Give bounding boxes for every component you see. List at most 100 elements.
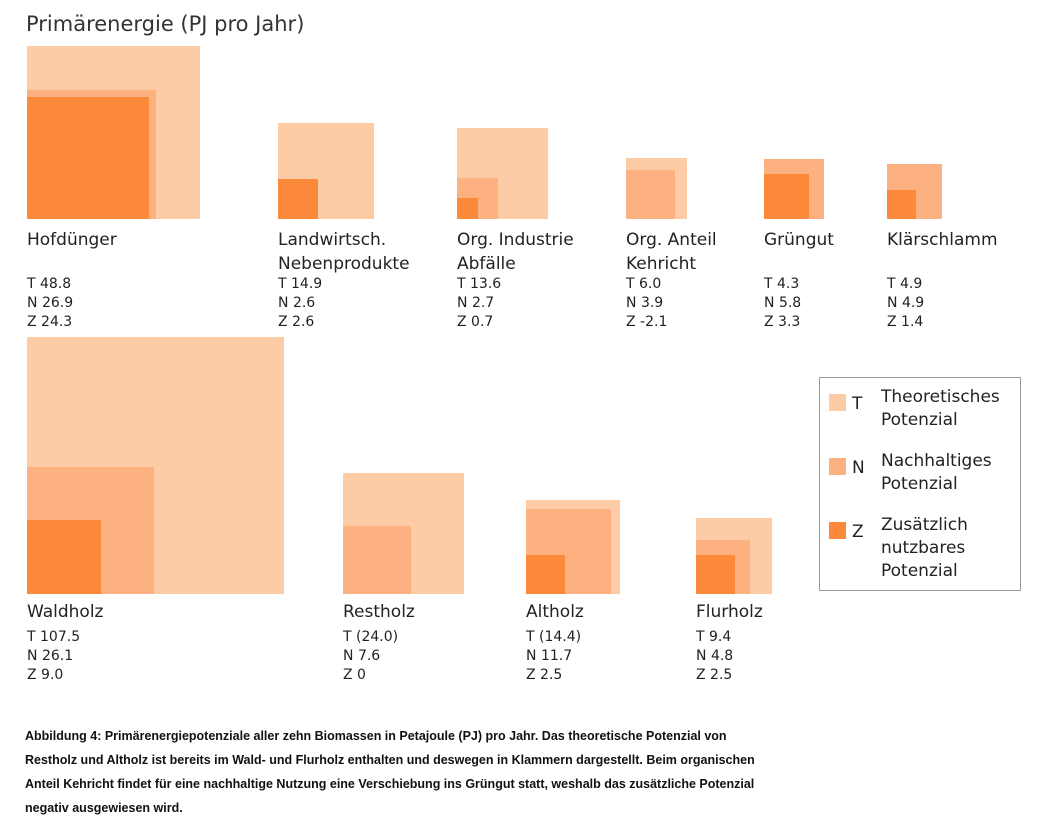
series-key: T xyxy=(343,629,352,645)
series-key: T xyxy=(27,276,36,292)
square xyxy=(278,179,318,219)
series-key: N xyxy=(343,648,354,664)
series-key: Z xyxy=(526,667,536,683)
series-key: N xyxy=(27,648,38,664)
series-key: Z xyxy=(764,314,774,330)
value-row: N 26.9 xyxy=(27,294,73,313)
category-label: Hofdünger xyxy=(27,230,117,250)
legend-key: Z xyxy=(852,522,864,542)
square xyxy=(626,170,675,219)
series-key: Z xyxy=(343,667,353,683)
value-row: T 107.5 xyxy=(27,628,80,647)
category-label: Landwirtsch. Nebenprodukte xyxy=(278,230,410,274)
value-label: (14.4) xyxy=(539,629,582,645)
value-row: T 14.9 xyxy=(278,275,322,294)
value-label: 2.6 xyxy=(292,314,315,330)
value-label: 4.8 xyxy=(710,648,734,664)
series-key: Z xyxy=(27,314,37,330)
series-key: T xyxy=(764,276,773,292)
value-label: 13.6 xyxy=(470,276,502,292)
value-label: 11.7 xyxy=(540,648,573,664)
series-key: T xyxy=(696,629,705,645)
value-row: N 4.9 xyxy=(887,294,924,313)
value-row: Z 2.6 xyxy=(278,313,314,332)
value-row: N 4.8 xyxy=(696,647,733,666)
legend-key: T xyxy=(852,394,863,414)
chart-title: Primärenergie (PJ pro Jahr) xyxy=(26,12,305,36)
square xyxy=(343,525,412,594)
category-label: Altholz xyxy=(526,602,584,622)
legend-text: Nachhaltiges Potenzial xyxy=(881,451,992,494)
value-row: T 9.4 xyxy=(696,628,731,647)
legend-key: N xyxy=(852,458,865,478)
value-row: N 3.9 xyxy=(626,294,663,313)
value-label: 3.3 xyxy=(778,314,801,330)
category-label: Klärschlamm xyxy=(887,230,998,250)
value-label: 0 xyxy=(357,667,366,683)
series-key: N xyxy=(764,295,775,311)
value-label: 26.1 xyxy=(41,648,74,664)
series-key: N xyxy=(887,295,898,311)
value-row: N 11.7 xyxy=(526,647,572,666)
value-row: Z 1.4 xyxy=(887,313,923,332)
series-key: N xyxy=(27,295,38,311)
value-row: N 5.8 xyxy=(764,294,801,313)
value-row: T (14.4) xyxy=(526,628,581,647)
value-row: N 2.7 xyxy=(457,294,494,313)
value-label: 107.5 xyxy=(40,629,81,645)
value-label: 24.3 xyxy=(41,314,73,330)
value-label: 6.0 xyxy=(639,276,662,292)
series-key: N xyxy=(526,648,537,664)
value-row: T 13.6 xyxy=(457,275,501,294)
value-row: T 48.8 xyxy=(27,275,71,294)
category-label: Waldholz xyxy=(27,602,104,622)
value-label: (24.0) xyxy=(356,629,399,645)
value-row: N 7.6 xyxy=(343,647,380,666)
value-label: 9.0 xyxy=(41,667,64,683)
series-key: Z xyxy=(626,314,636,330)
square xyxy=(27,519,102,594)
value-row: Z 0 xyxy=(343,666,366,685)
series-key: N xyxy=(278,295,289,311)
category-label: Flurholz xyxy=(696,602,763,622)
series-key: Z xyxy=(278,314,288,330)
value-label: 5.8 xyxy=(778,295,802,311)
value-row: Z 0.7 xyxy=(457,313,493,332)
square xyxy=(887,189,917,219)
legend: T Theoretisches Potenzial N Nachhaltiges Po… xyxy=(819,377,1021,591)
value-row: N 26.1 xyxy=(27,647,73,666)
caption-line: Restholz und Altholz ist bereits im Wald… xyxy=(25,753,755,767)
value-label: 2.5 xyxy=(710,667,733,683)
value-row: Z 2.5 xyxy=(696,666,732,685)
value-label: 0.7 xyxy=(471,314,494,330)
value-label: 26.9 xyxy=(41,295,74,311)
square xyxy=(27,96,150,219)
square xyxy=(764,173,810,219)
series-key: T xyxy=(27,629,36,645)
square xyxy=(696,554,736,594)
value-row: Z 24.3 xyxy=(27,313,72,332)
category-label: Org. Industrie Abfälle xyxy=(457,230,574,274)
value-row: T 4.3 xyxy=(764,275,799,294)
series-key: T xyxy=(887,276,896,292)
value-row: T (24.0) xyxy=(343,628,398,647)
value-row: Z 3.3 xyxy=(764,313,800,332)
value-row: Z 9.0 xyxy=(27,666,63,685)
series-key: T xyxy=(457,276,466,292)
category-label: Org. Anteil Kehricht xyxy=(626,230,717,274)
value-row: T 6.0 xyxy=(626,275,661,294)
value-label: 14.9 xyxy=(291,276,323,292)
series-key: T xyxy=(526,629,535,645)
value-row: Z 2.5 xyxy=(526,666,562,685)
value-row: T 4.9 xyxy=(887,275,922,294)
caption-line: Abbildung 4: Primärenergiepotenziale all… xyxy=(25,729,727,743)
series-key: T xyxy=(278,276,287,292)
value-label: 3.9 xyxy=(640,295,664,311)
series-key: Z xyxy=(27,667,37,683)
value-label: 2.5 xyxy=(540,667,563,683)
value-label: 2.6 xyxy=(292,295,316,311)
value-label: 4.9 xyxy=(900,276,923,292)
category-label: Restholz xyxy=(343,602,415,622)
value-label: 1.4 xyxy=(901,314,924,330)
